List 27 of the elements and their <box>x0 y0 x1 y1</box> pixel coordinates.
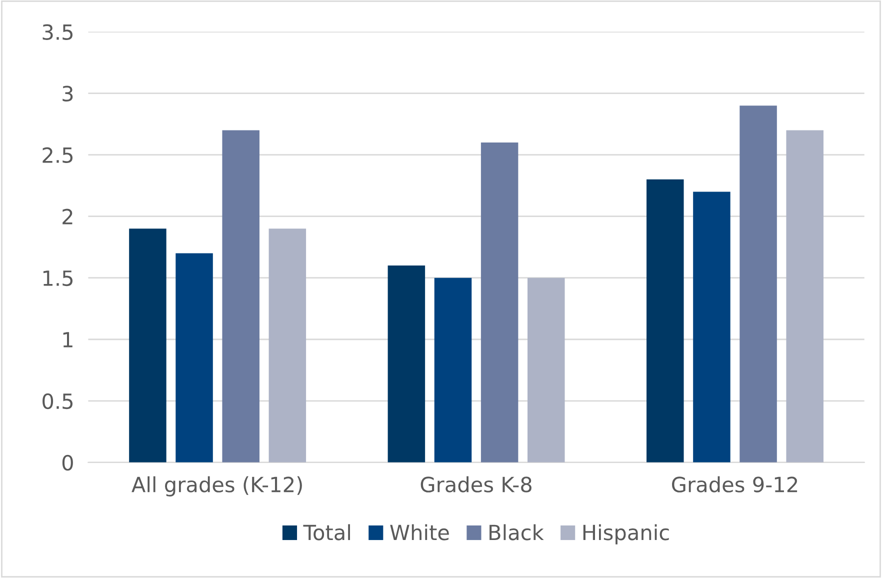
bar <box>646 179 684 462</box>
legend-label: Black <box>490 524 544 540</box>
y-tick-label: 3.5 <box>42 24 72 40</box>
x-tick-label: Grades 9-12 <box>672 476 798 492</box>
y-tick-label: 0.5 <box>42 393 72 410</box>
y-tick-label: 2.5 <box>42 147 72 164</box>
bar <box>528 278 565 462</box>
bar <box>434 278 472 462</box>
bar <box>129 228 166 462</box>
bar <box>388 266 426 462</box>
x-tick-label: All grades (K-12) <box>132 476 302 496</box>
y-tick-label: 3 <box>62 86 73 102</box>
legend-label: Hispanic <box>583 524 669 544</box>
bar <box>268 228 306 462</box>
x-tick-label: Grades K-8 <box>420 476 532 492</box>
bar <box>222 130 260 462</box>
legend-label: White <box>390 524 449 540</box>
bar <box>176 253 213 462</box>
legend-label: Total <box>303 524 350 540</box>
bar <box>693 192 730 462</box>
y-tick-label: 1.5 <box>43 270 72 286</box>
y-tick-label: 2 <box>62 208 72 224</box>
y-tick-label: 0 <box>62 454 73 471</box>
bar <box>740 106 777 462</box>
bar <box>786 130 824 462</box>
y-tick-label: 1 <box>63 332 72 348</box>
bar <box>480 142 518 462</box>
